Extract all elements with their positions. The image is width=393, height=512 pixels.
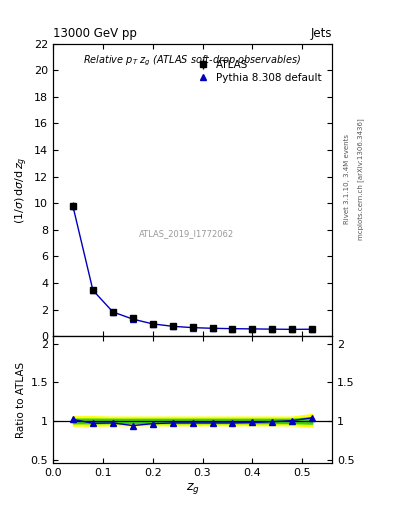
Pythia 8.308 default: [90, 287, 95, 293]
Pythia 8.308 default: [151, 321, 155, 327]
Pythia 8.308 default: [290, 326, 295, 332]
Pythia 8.308 default: [130, 316, 135, 322]
Text: Jets: Jets: [310, 27, 332, 40]
Y-axis label: $(1/\sigma)\,\mathrm{d}\sigma/\mathrm{d}\,z_g$: $(1/\sigma)\,\mathrm{d}\sigma/\mathrm{d}…: [13, 156, 30, 224]
Text: Rivet 3.1.10, 3.4M events: Rivet 3.1.10, 3.4M events: [344, 134, 350, 224]
Text: 13000 GeV pp: 13000 GeV pp: [53, 27, 137, 40]
Text: Relative $p_T$ $z_g$ (ATLAS soft-drop observables): Relative $p_T$ $z_g$ (ATLAS soft-drop ob…: [83, 54, 302, 68]
Pythia 8.308 default: [110, 309, 115, 315]
Y-axis label: Ratio to ATLAS: Ratio to ATLAS: [17, 361, 26, 438]
Pythia 8.308 default: [310, 326, 314, 332]
Pythia 8.308 default: [170, 323, 175, 329]
Text: ATLAS_2019_I1772062: ATLAS_2019_I1772062: [140, 229, 235, 238]
Pythia 8.308 default: [210, 325, 215, 331]
Line: Pythia 8.308 default: Pythia 8.308 default: [70, 203, 315, 332]
Legend: ATLAS, Pythia 8.308 default: ATLAS, Pythia 8.308 default: [191, 57, 324, 85]
Pythia 8.308 default: [230, 326, 235, 332]
Pythia 8.308 default: [190, 325, 195, 331]
Pythia 8.308 default: [270, 326, 275, 332]
X-axis label: $z_g$: $z_g$: [185, 481, 200, 496]
Pythia 8.308 default: [250, 326, 255, 332]
Pythia 8.308 default: [71, 203, 75, 209]
Text: mcplots.cern.ch [arXiv:1306.3436]: mcplots.cern.ch [arXiv:1306.3436]: [358, 118, 364, 240]
